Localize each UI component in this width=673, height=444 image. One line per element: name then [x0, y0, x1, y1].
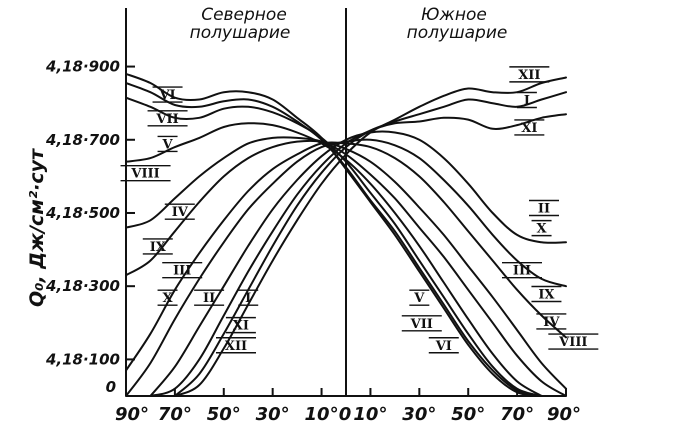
month-label-I: I: [524, 94, 530, 109]
month-label-V: V: [413, 291, 425, 306]
month-label-II: II: [538, 201, 550, 216]
north-hemisphere-line-1: Северное: [201, 5, 287, 25]
series-line-I: [173, 91, 567, 397]
month-label-IV: IV: [543, 315, 560, 330]
month-label-III: III: [513, 264, 531, 279]
x-tick-label: 50°: [451, 404, 485, 425]
month-label-VII: VII: [155, 112, 178, 127]
x-tick-label: 30°: [256, 404, 290, 425]
month-label-I: I: [245, 291, 251, 306]
month-label-VI: VI: [435, 339, 452, 354]
series-line-X: [125, 138, 567, 397]
month-label-II: II: [203, 291, 215, 306]
tick-labels: 0 4,18·100 4,18·300 4,18·500 4,18·700 4,18·90…: [45, 58, 581, 425]
x-tick-label: 30°: [402, 404, 436, 425]
y-tick-label: 4,18·500: [45, 204, 120, 222]
y-tick-label: 4,18·900: [45, 58, 120, 76]
x-tick-label: 50°: [207, 404, 241, 425]
month-label-XII: XII: [225, 339, 247, 354]
x-tick-label: 70°: [158, 404, 192, 425]
month-label-XII: XII: [518, 68, 540, 83]
axes: [125, 8, 567, 397]
x-tick-label: 70°: [500, 404, 534, 425]
month-label-VI: VI: [158, 88, 175, 103]
month-label-III: III: [173, 264, 191, 279]
month-label-X: X: [163, 291, 174, 306]
y-tick-label: 4,18·300: [45, 277, 120, 295]
x-tick-label: 90°: [115, 404, 149, 425]
series-line-XI: [149, 113, 567, 397]
y-tick-label: 0: [106, 378, 116, 396]
month-label-V: V: [162, 137, 174, 152]
month-label-XI: XI: [521, 121, 537, 136]
series-line-VIII: [125, 122, 543, 397]
south-hemisphere-line-1: Южное: [421, 5, 487, 25]
series-line-VI: [125, 72, 543, 397]
x-tick-label: 0: [339, 404, 352, 425]
month-label-VII: VII: [410, 317, 433, 332]
x-tick-label: 10°: [305, 404, 339, 425]
month-label-XI: XI: [233, 319, 249, 334]
y-tick-label: 4,18·100: [45, 350, 120, 368]
month-label-IV: IV: [172, 205, 189, 220]
x-tick-label: 10°: [353, 404, 387, 425]
series-line-IX: [125, 139, 567, 390]
month-label-X: X: [537, 222, 548, 237]
month-label-VIII: VIII: [558, 335, 587, 350]
month-label-VIII: VIII: [130, 167, 159, 182]
curves: [125, 72, 567, 397]
series-line-V: [125, 96, 543, 397]
month-label-IX: IX: [538, 288, 555, 303]
south-hemisphere-line-2: полушарие: [407, 23, 508, 43]
month-label-IX: IX: [150, 240, 167, 255]
y-axis-label: Q₀, Дж/см²·сут: [26, 148, 48, 307]
x-tick-label: 90°: [547, 404, 581, 425]
north-hemisphere-line-2: полушарие: [190, 23, 291, 43]
y-tick-label: 4,18·700: [45, 131, 120, 149]
